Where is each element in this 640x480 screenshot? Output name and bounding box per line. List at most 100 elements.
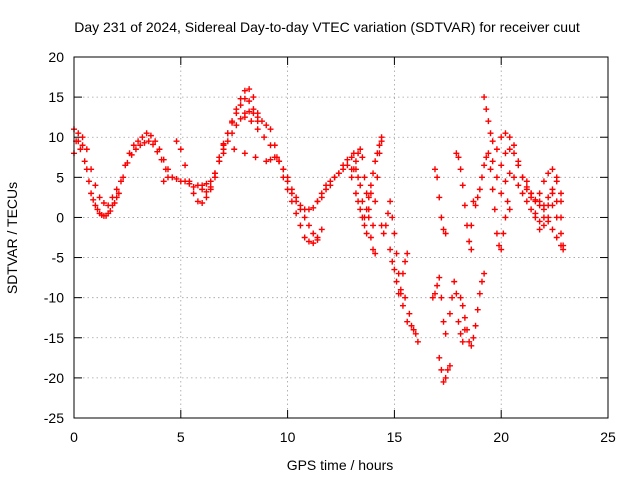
data-point (404, 250, 411, 257)
series-arc12 (378, 198, 421, 345)
series-arc19 (457, 270, 488, 349)
data-point (502, 150, 509, 157)
data-point (370, 222, 377, 229)
data-point (154, 148, 161, 155)
data-point (132, 146, 139, 153)
data-point (267, 156, 274, 163)
data-point (470, 334, 477, 341)
data-point (297, 206, 304, 213)
data-point (103, 212, 110, 219)
data-point (502, 214, 509, 221)
data-point (391, 266, 398, 273)
data-point (410, 326, 417, 333)
data-point (487, 130, 494, 137)
data-point (310, 230, 317, 237)
data-point (284, 178, 291, 185)
data-point (466, 338, 473, 345)
data-point (301, 214, 308, 221)
plot-frame (73, 56, 609, 419)
data-point (280, 166, 287, 173)
data-point (549, 166, 556, 173)
data-point (466, 238, 473, 245)
data-point (474, 306, 481, 313)
y-tick-label: 15 (48, 89, 64, 105)
data-point (241, 150, 248, 157)
data-point (464, 326, 471, 333)
data-point (393, 250, 400, 257)
data-point (532, 210, 539, 217)
y-tick-label: -5 (52, 250, 65, 266)
data-point (370, 246, 377, 253)
data-point (506, 206, 513, 213)
data-point (305, 206, 312, 213)
data-point (231, 146, 238, 153)
data-point (434, 174, 441, 181)
data-point (374, 174, 381, 181)
data-point (139, 134, 146, 141)
data-point (498, 246, 505, 253)
data-point (109, 194, 116, 201)
data-point (237, 102, 244, 109)
y-tick-label: 20 (48, 49, 64, 65)
series-arc15 (429, 274, 449, 337)
data-point (442, 330, 449, 337)
data-point (293, 210, 300, 217)
data-point (276, 158, 283, 165)
data-point (511, 174, 518, 181)
data-point (254, 114, 261, 121)
data-point (323, 186, 330, 193)
data-point (314, 236, 321, 243)
data-point (162, 166, 169, 173)
data-point (455, 318, 462, 325)
data-point (293, 198, 300, 205)
data-point (147, 132, 154, 139)
data-point (387, 198, 394, 205)
data-point (350, 166, 357, 173)
data-point (194, 198, 201, 205)
data-point (355, 150, 362, 157)
data-point (399, 270, 406, 277)
data-point (241, 95, 248, 102)
data-point (553, 234, 560, 241)
data-point (376, 142, 383, 149)
data-point (85, 178, 92, 185)
data-point (263, 122, 270, 129)
data-point (130, 142, 137, 149)
data-point (246, 108, 253, 115)
y-tick-label: -20 (44, 370, 64, 386)
data-point (553, 214, 560, 221)
data-point (363, 190, 370, 197)
x-axis-title: GPS time / hours (287, 457, 394, 473)
series-arc14 (431, 166, 449, 237)
data-point (382, 222, 389, 229)
data-point (374, 150, 381, 157)
y-tick-label: -15 (44, 330, 64, 346)
data-point (493, 230, 500, 237)
data-point (540, 206, 547, 213)
series-arc21 (481, 94, 496, 145)
data-point (203, 194, 210, 201)
data-point (237, 115, 244, 122)
data-point (128, 151, 135, 158)
data-point (528, 206, 535, 213)
data-point (438, 366, 445, 373)
data-point (288, 190, 295, 197)
data-point (414, 338, 421, 345)
x-tick-label: 15 (387, 429, 403, 445)
data-point (429, 294, 436, 301)
data-point (203, 188, 210, 195)
data-point (81, 158, 88, 165)
data-point (348, 154, 355, 161)
data-point (211, 170, 218, 177)
data-point (378, 134, 385, 141)
data-point (491, 206, 498, 213)
data-point (431, 166, 438, 173)
data-point (173, 175, 180, 182)
data-point (348, 174, 355, 181)
data-point (474, 194, 481, 201)
x-tick-label: 10 (280, 429, 296, 445)
data-point (359, 214, 366, 221)
data-point (83, 146, 90, 153)
data-point (472, 322, 479, 329)
data-point (384, 210, 391, 217)
